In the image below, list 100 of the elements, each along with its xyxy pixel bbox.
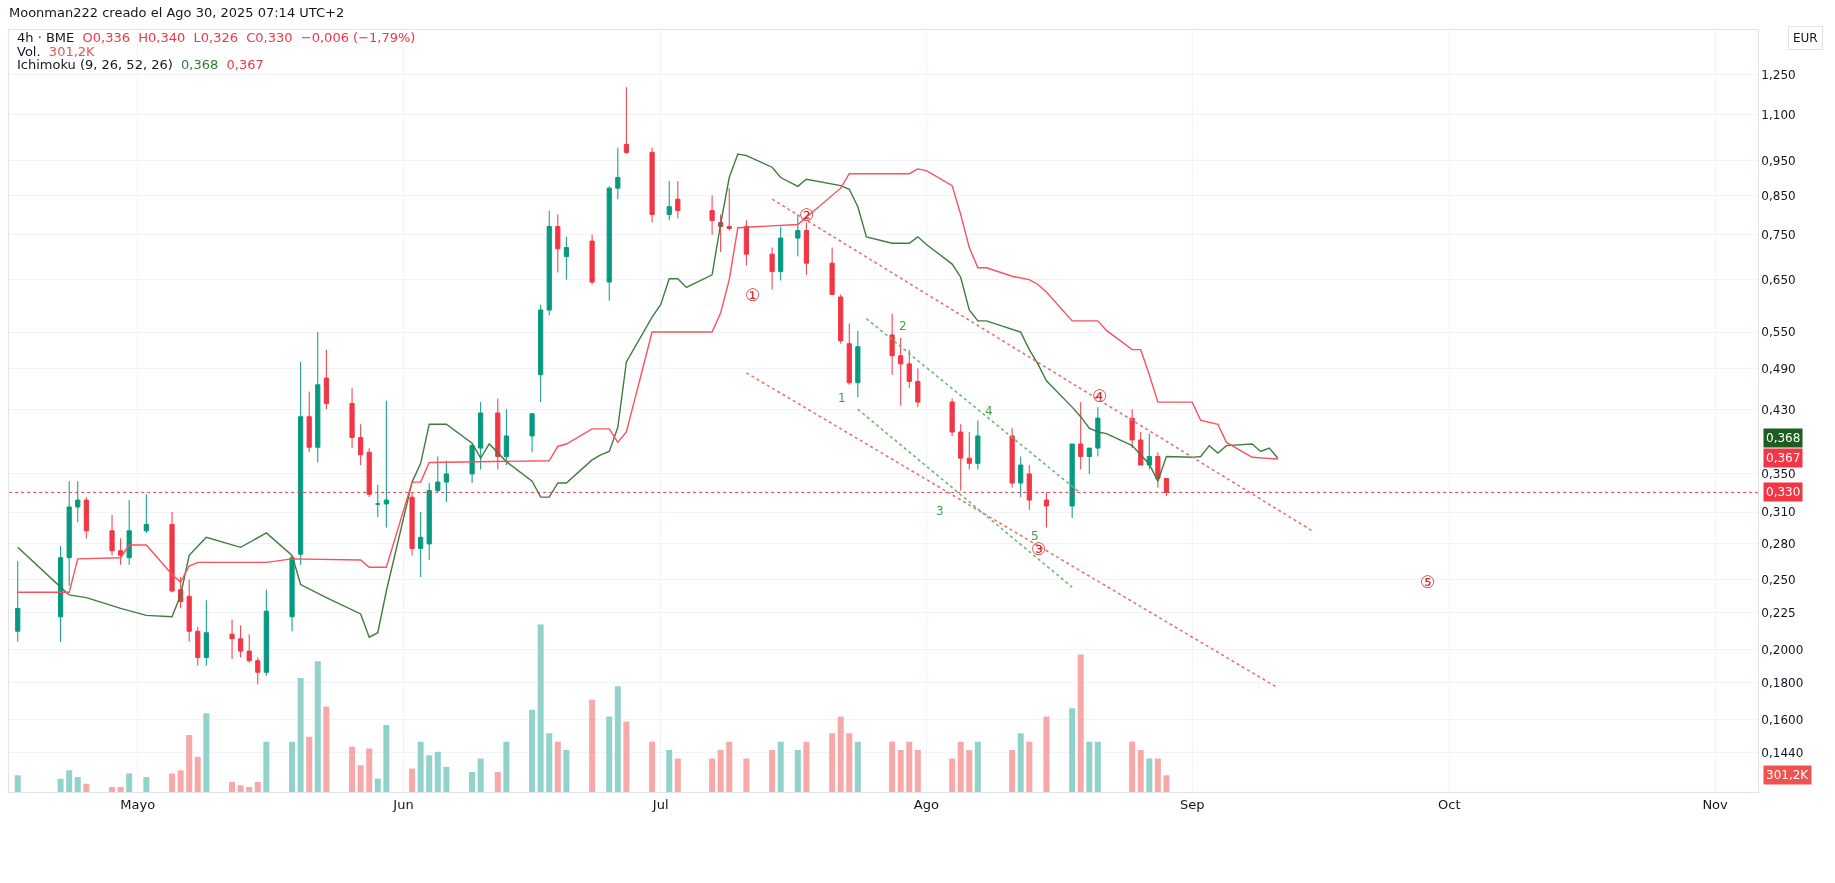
bar bbox=[203, 713, 210, 793]
bar bbox=[846, 733, 853, 793]
bar bbox=[194, 756, 201, 793]
candlestick bbox=[778, 225, 784, 282]
candlestick bbox=[769, 247, 775, 290]
bar bbox=[14, 775, 21, 793]
candlestick bbox=[478, 401, 484, 470]
bar bbox=[74, 776, 81, 793]
annotation: 0,368 bbox=[181, 57, 219, 72]
bar bbox=[546, 733, 553, 793]
bar bbox=[563, 750, 570, 793]
annotation: Vol. bbox=[17, 44, 41, 59]
candlestick bbox=[803, 221, 810, 276]
bar bbox=[237, 785, 244, 793]
ref-line-label: 0,330 bbox=[1766, 485, 1801, 499]
candlestick bbox=[289, 554, 295, 632]
y-tick-label: 0,490 bbox=[1761, 361, 1796, 376]
x-tick-label: Nov bbox=[1702, 796, 1729, 812]
bar bbox=[494, 771, 501, 793]
candlestick bbox=[118, 537, 124, 566]
bar bbox=[957, 741, 964, 793]
candlestick bbox=[315, 331, 321, 463]
bar bbox=[109, 787, 116, 793]
candlestick bbox=[246, 633, 252, 663]
candlestick bbox=[238, 624, 244, 658]
y-tick-label: 0,310 bbox=[1761, 505, 1796, 520]
y-tick-label: 0,2000 bbox=[1761, 642, 1804, 657]
candlestick bbox=[83, 496, 89, 539]
x-tick-label: Jun bbox=[392, 796, 414, 812]
bar bbox=[1077, 654, 1084, 793]
y-tick-label: 0,550 bbox=[1761, 325, 1796, 340]
bar bbox=[589, 699, 596, 793]
bar bbox=[1026, 741, 1033, 793]
bar bbox=[889, 741, 896, 793]
annotation: 301,2K bbox=[48, 44, 96, 59]
bar bbox=[246, 787, 253, 793]
candlestick bbox=[538, 304, 544, 403]
bar bbox=[314, 661, 321, 793]
candlestick bbox=[743, 219, 749, 266]
bar bbox=[66, 770, 73, 793]
x-tick-label: Jul bbox=[651, 796, 669, 812]
candlestick bbox=[263, 589, 269, 677]
bar bbox=[426, 755, 433, 793]
candlestick bbox=[186, 579, 192, 643]
candlestick bbox=[203, 599, 209, 667]
bar bbox=[83, 783, 90, 793]
bar bbox=[306, 736, 313, 793]
candlestick bbox=[255, 656, 261, 685]
bar bbox=[1017, 733, 1024, 793]
candlestick bbox=[349, 387, 355, 449]
bar bbox=[297, 677, 304, 793]
bar bbox=[229, 781, 236, 793]
candlestick bbox=[306, 391, 312, 453]
x-tick-label: Sep bbox=[1179, 796, 1205, 812]
bar bbox=[443, 766, 450, 793]
y-tick-label: 0,280 bbox=[1761, 537, 1796, 552]
candlestick bbox=[889, 313, 895, 376]
candlestick bbox=[1095, 406, 1101, 457]
y-tick-label: 0,750 bbox=[1761, 227, 1796, 242]
bar bbox=[1163, 775, 1170, 793]
annotation: C0,330 bbox=[246, 30, 293, 45]
bar bbox=[357, 765, 364, 793]
candlestick bbox=[666, 180, 672, 221]
y-tick-label: 0,1800 bbox=[1761, 675, 1804, 690]
y-tick-label: 0,250 bbox=[1761, 572, 1796, 587]
bar bbox=[349, 746, 356, 793]
bar bbox=[1154, 758, 1161, 793]
annotation: 1 bbox=[838, 391, 846, 405]
candlestick bbox=[383, 400, 389, 529]
annotation: −0,006 (−1,79%) bbox=[300, 30, 416, 45]
bar bbox=[1086, 741, 1093, 793]
candlestick bbox=[709, 194, 715, 236]
bar bbox=[854, 741, 861, 793]
bar bbox=[794, 750, 801, 793]
bar bbox=[1094, 741, 1101, 793]
x-tick-label: Ago bbox=[913, 796, 940, 812]
text: 301,2K bbox=[1766, 768, 1810, 782]
bar bbox=[169, 773, 176, 793]
y-tick-label: 0,225 bbox=[1761, 605, 1796, 620]
candlestick bbox=[126, 499, 132, 566]
candlestick bbox=[606, 185, 612, 302]
bar bbox=[803, 741, 810, 793]
candlestick bbox=[1086, 447, 1092, 475]
candlestick bbox=[555, 213, 561, 273]
bar bbox=[949, 758, 956, 793]
candlestick bbox=[906, 349, 912, 389]
annotation: H0,340 bbox=[138, 30, 186, 45]
candlestick bbox=[195, 626, 201, 667]
candlestick bbox=[1018, 455, 1024, 498]
candlestick bbox=[58, 545, 64, 643]
y-tick-label: 0,350 bbox=[1761, 467, 1796, 482]
candlestick bbox=[1138, 431, 1144, 466]
bar bbox=[726, 741, 733, 793]
candlestick bbox=[143, 493, 149, 534]
y-tick-label: 0,430 bbox=[1761, 402, 1796, 417]
bar bbox=[623, 721, 630, 793]
candlestick bbox=[229, 619, 235, 660]
candlestick bbox=[426, 482, 432, 561]
candlestick bbox=[949, 398, 955, 437]
candlestick bbox=[418, 511, 424, 578]
